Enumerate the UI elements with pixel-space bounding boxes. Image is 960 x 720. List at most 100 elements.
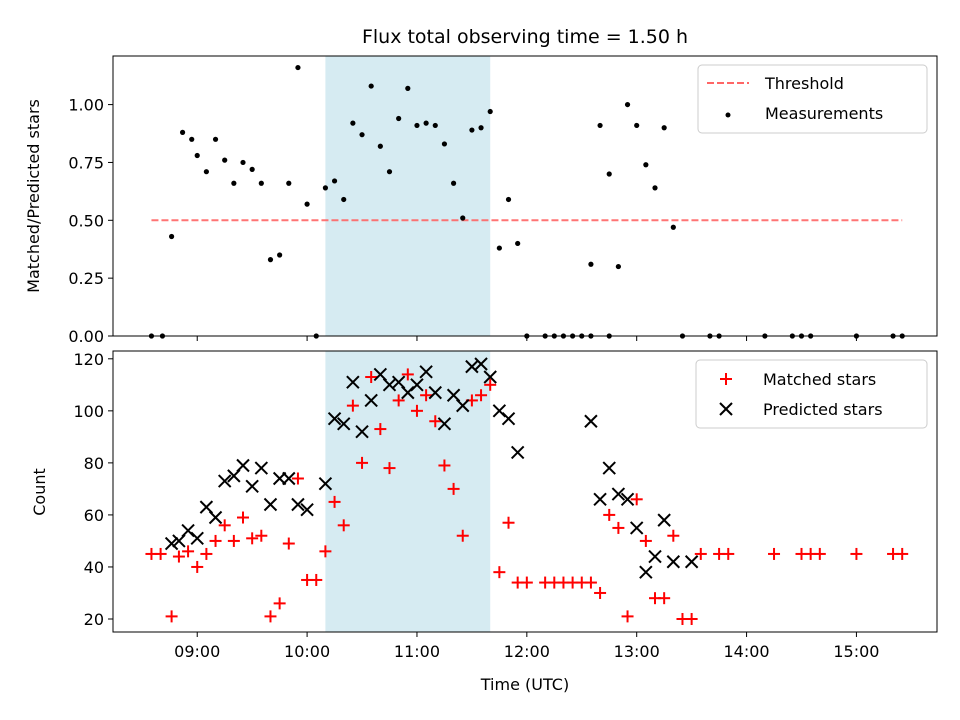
matched-star-point — [264, 610, 277, 623]
predicted-star-point — [190, 531, 204, 546]
measurement-point — [240, 159, 246, 166]
matched-star-point — [630, 493, 643, 506]
matched-star-point — [255, 529, 268, 542]
matched-star-point — [218, 519, 231, 532]
matched-star-point — [456, 529, 469, 542]
matched-star-point — [383, 462, 396, 475]
predicted-star-point — [364, 393, 378, 408]
matched-star-point — [685, 612, 698, 625]
predicted-star-point — [208, 510, 223, 525]
legend-measurement-swatch — [725, 112, 731, 118]
y-tick-label: 20 — [84, 610, 104, 629]
top-panel: 0.00 0.25 0.50 0.75 1.00 Matched/Predicted s… — [24, 55, 938, 346]
matched-star-point — [346, 399, 359, 412]
predicted-star-point — [217, 474, 232, 488]
matched-star-point — [209, 534, 222, 547]
bottom-axes-frame — [112, 350, 938, 633]
x-tick-label: 10:00 — [284, 642, 330, 661]
matched-star-point — [502, 516, 515, 529]
legend-matched-swatch — [720, 373, 732, 385]
measurement-point — [222, 157, 228, 163]
measurement-point — [341, 196, 347, 203]
predicted-star-point — [254, 461, 269, 475]
measurement-point — [277, 252, 283, 258]
measurement-point — [368, 83, 374, 89]
measurement-point — [396, 115, 402, 122]
predicted-star-point — [346, 375, 360, 389]
measurement-point — [194, 152, 200, 159]
predicted-star-point — [611, 487, 626, 501]
measurement-point — [267, 257, 274, 263]
measurement-point — [515, 240, 521, 247]
measurement-point — [249, 166, 255, 172]
y-tick-label: 1.00 — [68, 96, 104, 115]
top-legend: Threshold Measurements — [697, 64, 928, 134]
matched-star-point — [621, 610, 634, 623]
predicted-star-point — [419, 365, 433, 379]
measurement-point — [405, 85, 411, 91]
predicted-star-point — [657, 513, 671, 527]
predicted-star-point — [263, 497, 278, 512]
matched-star-point — [227, 534, 240, 547]
matched-star-point — [722, 547, 735, 560]
predicted-star-point — [483, 370, 497, 384]
measurement-point — [179, 129, 186, 135]
matched-star-point — [639, 534, 652, 547]
matched-star-point — [768, 547, 781, 560]
y-tick-label: 40 — [84, 558, 104, 577]
matched-star-point — [273, 597, 286, 610]
predicted-star-point — [337, 417, 351, 431]
predicted-star-point — [236, 458, 250, 473]
predicted-star-point — [684, 555, 699, 569]
measurement-point — [377, 143, 383, 149]
x-tick-label: 12:00 — [504, 642, 550, 661]
bottom-panel: 20 40 60 80 100 120 09:00 10:00 11:00 12:00 13:00… — [30, 350, 938, 694]
bottom-legend: Matched stars Predicted stars — [695, 359, 928, 429]
measurement-point — [624, 101, 631, 108]
top-x-ticks — [196, 336, 857, 341]
matched-star-point — [813, 547, 826, 560]
predicted-star-point — [282, 471, 296, 486]
predicted-star-point — [474, 357, 488, 371]
measurement-point — [414, 122, 420, 129]
predicted-star-point — [639, 565, 653, 579]
top-span — [325, 56, 491, 336]
measurement-point — [450, 180, 457, 186]
measurement-point — [189, 136, 195, 142]
matched-star-point — [191, 560, 204, 573]
matched-star-point — [896, 547, 909, 560]
matched-star-point — [667, 529, 680, 542]
x-tick-label: 11:00 — [394, 642, 440, 661]
measurement-point — [168, 233, 175, 240]
matched-star-point — [410, 404, 423, 417]
x-tick-label: 13:00 — [614, 642, 660, 661]
measurement-point — [460, 215, 466, 221]
matched-star-point — [694, 547, 707, 560]
measurement-point — [606, 171, 612, 177]
matched-star-point — [172, 550, 185, 563]
legend-measurements-label: Measurements — [765, 104, 883, 123]
predicted-star-point — [629, 521, 644, 535]
measurement-point — [652, 185, 658, 191]
matched-star-point — [484, 378, 497, 391]
measurement-point — [661, 125, 667, 131]
matched-star-point — [365, 371, 378, 384]
x-tick-label: 14:00 — [724, 642, 770, 661]
measurement-point — [203, 169, 209, 175]
predicted-star-point — [620, 492, 635, 507]
measurement-point — [615, 263, 621, 270]
bottom-ylabel: Count — [30, 468, 49, 516]
measurement-point — [386, 169, 393, 175]
measurement-point — [505, 196, 512, 203]
measurement-point — [496, 245, 502, 251]
matched-star-point — [850, 547, 863, 560]
bottom-xlabel: Time (UTC) — [480, 675, 569, 694]
matched-star-point — [328, 495, 341, 508]
matched-star-point — [475, 389, 488, 402]
predicted-star-point — [456, 398, 470, 413]
predicted-star-point — [410, 378, 424, 392]
predicted-star-point — [666, 555, 681, 569]
y-tick-label: 0.25 — [68, 269, 104, 288]
measurement-point — [634, 122, 640, 129]
